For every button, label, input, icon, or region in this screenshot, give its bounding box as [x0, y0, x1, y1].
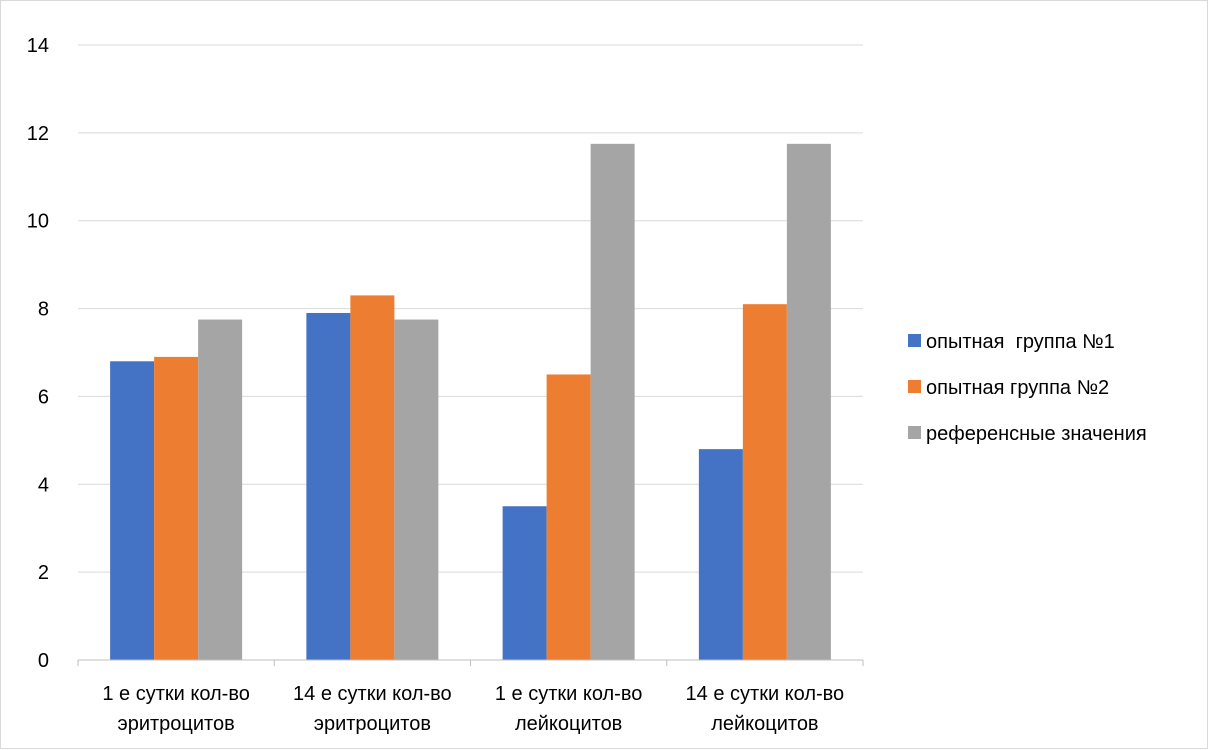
legend-swatch — [908, 426, 921, 439]
x-tick-label: 1 е сутки кол-во — [495, 683, 643, 705]
x-tick-label: лейкоцитов — [711, 713, 818, 735]
y-tick-label: 12 — [27, 123, 49, 145]
x-tick-label: эритроцитов — [118, 713, 235, 735]
bar — [546, 374, 591, 660]
x-tick-label: лейкоцитов — [515, 713, 622, 735]
bar — [742, 304, 787, 660]
legend-swatch — [908, 334, 921, 347]
x-tick-label: эритроцитов — [314, 713, 431, 735]
bar — [306, 312, 351, 660]
y-tick-label: 8 — [38, 299, 49, 321]
y-tick-label: 10 — [27, 211, 49, 233]
y-tick-label: 14 — [27, 35, 49, 57]
bars — [110, 143, 831, 660]
y-tick-label: 2 — [38, 562, 49, 584]
legend: опытная группа №1 опытная группа №2 рефере… — [908, 331, 1147, 445]
x-tick-label: 14 е сутки кол-во — [293, 683, 452, 705]
y-tick-label: 0 — [38, 650, 49, 672]
y-tick-label: 6 — [38, 386, 49, 408]
legend-swatch — [908, 380, 921, 393]
y-axis-tick-labels: 0 2 4 6 8 10 12 14 — [27, 35, 49, 672]
bar — [590, 143, 635, 660]
legend-label: опытная группа №1 — [926, 331, 1115, 353]
bar — [110, 361, 155, 660]
bar — [350, 295, 395, 660]
x-tick-label: 14 е сутки кол-во — [686, 683, 845, 705]
y-tick-label: 4 — [38, 474, 49, 496]
legend-label: опытная группа №2 — [926, 377, 1109, 399]
bar — [394, 319, 439, 660]
bar — [698, 449, 743, 660]
bar — [198, 319, 243, 660]
x-tick-label: 1 е сутки кол-во — [102, 683, 250, 705]
bar — [154, 356, 199, 660]
bar — [502, 506, 547, 660]
legend-label: референсные значения — [926, 423, 1147, 445]
axes — [77, 659, 864, 666]
bar — [786, 143, 831, 660]
x-axis-tick-labels: 1 е сутки кол-во эритроцитов 14 е сутки ко… — [102, 683, 844, 735]
